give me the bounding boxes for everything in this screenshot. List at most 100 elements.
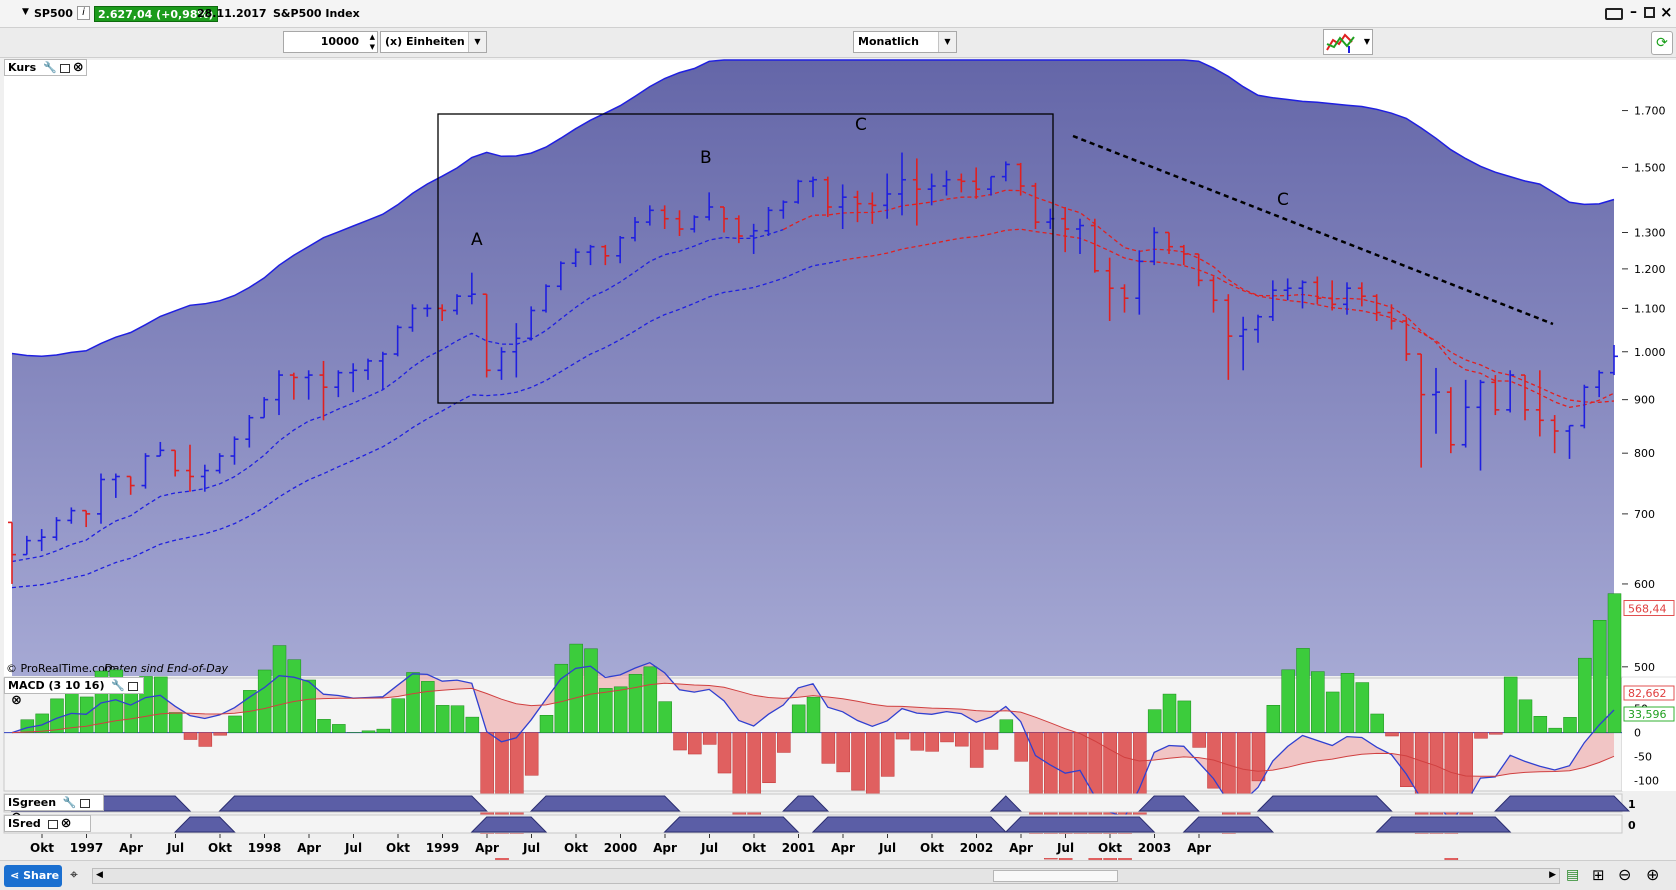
macd-value-box xyxy=(1623,685,1675,701)
ohlc-bar xyxy=(809,176,817,198)
time-axis xyxy=(4,834,1622,858)
macd-histogram-bar xyxy=(584,648,598,733)
chevron-down-icon: ▼ xyxy=(468,32,486,52)
macd-histogram-bar xyxy=(79,696,94,733)
time-tick-label: Okt xyxy=(30,841,54,855)
time-tick-label: Okt xyxy=(564,841,588,855)
stepper-arrows-icon[interactable]: ▲ ▼ xyxy=(369,33,375,51)
macd-histogram-bar xyxy=(1236,732,1251,829)
price-tick-label: 1.500 xyxy=(1634,161,1666,174)
time-tick-label: Apr xyxy=(119,841,143,855)
scroll-left-icon[interactable]: ◀ xyxy=(96,870,103,880)
price-tick-label: 1.200 xyxy=(1634,263,1666,276)
ma-fast-line-red xyxy=(782,189,1615,408)
time-tick-label: 2002 xyxy=(960,841,993,855)
chevron-down-icon: ▼ xyxy=(938,32,956,52)
price-tick-label: 1.700 xyxy=(1634,105,1666,118)
zoom-fit-icon[interactable]: ⊞ xyxy=(1592,866,1605,884)
zoom-out-icon[interactable]: ⊖ xyxy=(1618,865,1632,884)
ohlc-bar xyxy=(1165,231,1173,254)
macd-histogram-bar xyxy=(1147,709,1162,733)
ohlc-bar xyxy=(1432,367,1440,434)
symbol-label[interactable]: SP500 xyxy=(34,7,73,20)
ohlc-bar xyxy=(779,200,788,219)
ohlc-bar xyxy=(912,158,921,226)
ohlc-bar xyxy=(1224,294,1233,380)
window-icon[interactable] xyxy=(59,63,70,73)
macd-signal-value-box xyxy=(1623,706,1675,722)
macd-histogram-bar xyxy=(524,732,539,776)
scroll-right-icon[interactable]: ▶ xyxy=(1549,870,1556,880)
trend-line xyxy=(1072,134,1554,326)
symbol-dropdown-icon[interactable]: ▼ xyxy=(22,7,29,17)
ohlc-bar xyxy=(764,206,773,237)
ohlc-bar xyxy=(1120,284,1129,313)
macd-histogram-bar xyxy=(762,732,776,784)
close-icon[interactable]: ⊗ xyxy=(72,60,84,75)
macd-histogram-bar xyxy=(1578,657,1592,733)
close-icon[interactable]: × xyxy=(1660,3,1673,21)
macd-histogram-bar xyxy=(1503,676,1518,733)
time-tick-label: 2003 xyxy=(1138,841,1171,855)
current-price-label: 568,44 xyxy=(1628,603,1667,616)
macd-histogram-bar xyxy=(1563,717,1577,733)
ohlc-bar xyxy=(319,360,328,421)
macd-histogram-bar xyxy=(1325,691,1340,733)
close-icon[interactable]: ⊗ xyxy=(60,816,72,831)
window-icon[interactable] xyxy=(79,798,90,808)
isred-segment xyxy=(1004,816,1156,833)
zoom-in-icon[interactable]: ⊕ xyxy=(1646,865,1660,884)
ohlc-bar xyxy=(126,475,135,495)
wrench-icon[interactable]: 🔧 xyxy=(111,679,126,692)
macd-tick-label: -100 xyxy=(1634,774,1659,787)
macd-histogram-bar xyxy=(317,719,331,733)
isgreen-panel-label: ISgreen 🔧⊗ xyxy=(4,794,104,824)
period-dropdown[interactable]: Monatlich ▼ xyxy=(853,31,957,53)
wrench-icon[interactable]: 🔧 xyxy=(42,61,57,74)
price-axis xyxy=(1622,60,1676,676)
isgreen-segment xyxy=(1256,795,1393,812)
info-icon[interactable]: i xyxy=(77,6,90,20)
ohlc-bar xyxy=(141,453,150,489)
ohlc-bar xyxy=(453,294,461,315)
units-dropdown[interactable]: (x) Einheiten ▼ xyxy=(380,31,487,53)
ohlc-bar xyxy=(1090,218,1099,273)
time-tick-label: Apr xyxy=(653,841,677,855)
macd-histogram-bar xyxy=(35,713,49,733)
annotation-c-top: C xyxy=(855,115,867,135)
ohlc-bar xyxy=(942,170,951,196)
time-tick-label: Jul xyxy=(878,841,896,855)
refresh-icon[interactable]: ⟳ xyxy=(1651,31,1673,55)
kurs-label-text: Kurs xyxy=(8,61,37,74)
window-icon[interactable] xyxy=(128,681,139,691)
window-icon[interactable] xyxy=(47,819,58,829)
price-badge: 2.627,04 (+0,98%) xyxy=(94,6,218,22)
macd-histogram-bar xyxy=(450,705,465,733)
macd-histogram-bar xyxy=(435,705,450,733)
minimize-icon[interactable]: – xyxy=(1630,4,1637,20)
horizontal-scrollbar[interactable]: ◀ ▶ xyxy=(92,868,1560,884)
ohlc-bar xyxy=(734,215,743,244)
wrench-icon[interactable]: 🔧 xyxy=(62,796,77,809)
cursor-tool-icon[interactable]: ⌖ xyxy=(70,867,78,883)
ohlc-bar xyxy=(275,370,283,416)
chart-area[interactable]: 500 600 700 800 900 1.000 1.100 1.200 1.300 1.500… xyxy=(0,58,1676,860)
scrollbar-thumb[interactable] xyxy=(993,870,1118,882)
share-button[interactable]: ⋖ Share xyxy=(4,865,62,887)
macd-last-value: 82,662 xyxy=(1628,687,1667,700)
ohlc-bar xyxy=(1343,282,1351,315)
ohlc-bar xyxy=(1491,375,1500,416)
ohlc-bar xyxy=(260,397,269,419)
ohlc-bar xyxy=(186,444,194,492)
quantity-stepper[interactable]: 10000 ▲ ▼ xyxy=(283,31,378,53)
isgreen-segment xyxy=(1138,795,1200,812)
time-tick-label: Jul xyxy=(344,841,362,855)
chart-type-button[interactable]: ▼ xyxy=(1323,29,1373,55)
macd-histogram-bar xyxy=(1548,727,1562,733)
keyboard-icon[interactable] xyxy=(1605,8,1623,20)
maximize-icon[interactable] xyxy=(1644,7,1655,18)
macd-histogram-bar xyxy=(673,732,687,751)
ohlc-bar xyxy=(586,244,595,266)
chart-settings-icon[interactable]: ▤ xyxy=(1566,867,1580,883)
close-icon[interactable]: ⊗ xyxy=(11,693,22,708)
